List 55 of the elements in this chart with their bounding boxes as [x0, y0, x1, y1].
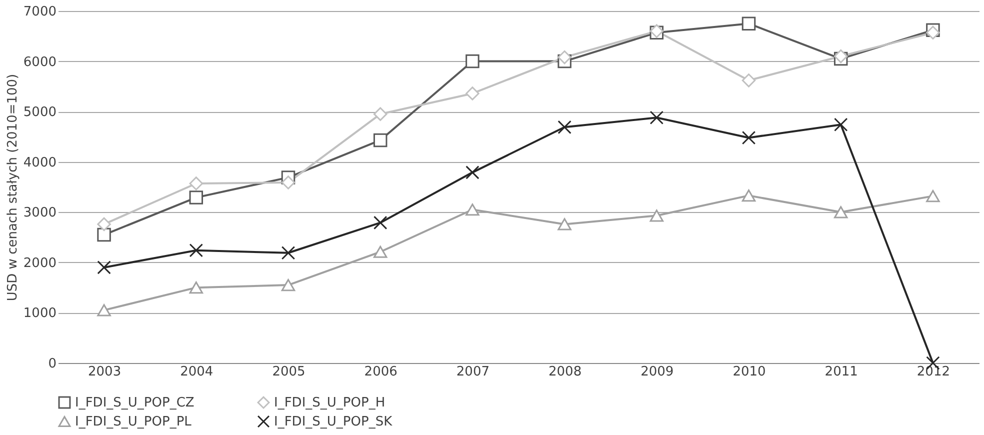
- y-tick-label: 6000: [23, 54, 56, 70]
- y-tick-label: 0: [48, 356, 56, 372]
- y-axis-title: USD w cenach stałych (2010=100): [5, 74, 20, 302]
- legend-label: I_FDI_S_U_POP_H: [274, 396, 386, 411]
- point: [926, 26, 940, 40]
- point: [189, 190, 204, 204]
- x-tick-label: 2010: [732, 364, 766, 380]
- point: [373, 133, 388, 148]
- y-tick-label: 4000: [23, 155, 56, 170]
- point: [558, 120, 572, 134]
- point: [373, 246, 388, 258]
- y-tick-label: 1000: [23, 306, 56, 322]
- point: [742, 74, 756, 88]
- point: [97, 217, 111, 232]
- point: [834, 118, 848, 132]
- point: [834, 206, 848, 218]
- x-tick-label: 2008: [548, 364, 582, 380]
- point: [189, 282, 204, 294]
- point: [97, 304, 111, 316]
- point: [373, 107, 388, 121]
- point: [281, 279, 296, 292]
- point: [466, 166, 480, 180]
- point: [97, 228, 111, 242]
- point: [281, 246, 296, 260]
- point: [189, 243, 204, 258]
- point: [97, 260, 111, 274]
- point: [466, 204, 480, 216]
- point: [650, 110, 664, 124]
- point: [558, 218, 572, 230]
- point: [742, 130, 756, 145]
- legend-label: I_FDI_S_U_POP_SK: [274, 414, 393, 430]
- x-tick-label: 2011: [824, 364, 858, 380]
- x-tick-label: 2003: [88, 364, 122, 380]
- x-tick-label: 2005: [272, 364, 306, 380]
- x-tick-label: 2004: [180, 364, 214, 380]
- y-tick-label: 3000: [23, 206, 56, 221]
- point: [189, 176, 204, 190]
- point: [466, 54, 480, 68]
- y-tick-label: 7000: [23, 4, 56, 20]
- point: [926, 190, 940, 202]
- point: [281, 176, 296, 190]
- point: [466, 86, 480, 100]
- legend-label: I_FDI_S_U_POP_CZ: [75, 396, 194, 411]
- point: [373, 216, 388, 230]
- legend-label: I_FDI_S_U_POP_PL: [75, 414, 192, 430]
- point: [834, 49, 848, 64]
- x-tick-label: 2007: [456, 364, 490, 380]
- y-tick-label: 2000: [23, 256, 56, 271]
- point: [558, 50, 572, 64]
- point: [742, 16, 756, 30]
- x-tick-label: 2006: [364, 364, 398, 380]
- x-tick-label: 2009: [640, 364, 674, 380]
- y-tick-label: 5000: [23, 105, 56, 120]
- point: [650, 210, 664, 222]
- point: [742, 189, 756, 202]
